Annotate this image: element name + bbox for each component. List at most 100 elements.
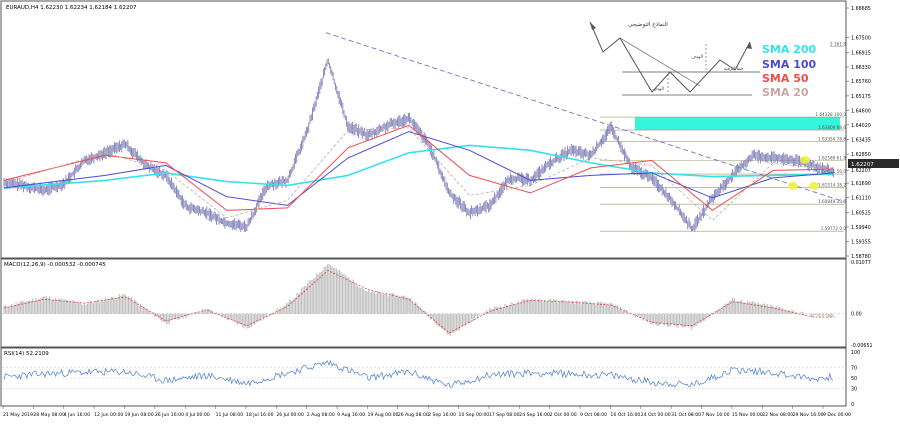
fib-label: 1.63809 88.6 — [818, 125, 846, 130]
time-tick-label: 4 Jul 00:00 — [185, 412, 210, 418]
time-tick-label: 19 Aug 00:00 — [367, 412, 398, 418]
price-tick-label: 1.62207 — [851, 168, 871, 174]
neckline-label: خط الرقبة — [724, 67, 744, 72]
macd-tick-label: 0.00 — [851, 312, 862, 318]
highlight-dot — [788, 181, 798, 190]
time-tick-label: 9 Oct 08:00 — [580, 412, 607, 418]
time-tick-label: 2 Oct 00:00 — [550, 412, 577, 418]
macd-tick-label: -0.00651 — [851, 343, 873, 349]
time-tick-label: 26 Aug 08:00 — [398, 412, 429, 418]
time-tick-label: 12 Jun 00:00 — [94, 412, 123, 418]
highlight-dot — [809, 181, 819, 190]
highlight-markers — [788, 155, 819, 190]
legend-sma50: SMA 50 — [762, 72, 809, 85]
legend-sma200: SMA 200 — [762, 43, 817, 56]
macd-signal-line — [3, 270, 834, 334]
sma-lines — [3, 124, 834, 221]
highlight-dot — [800, 155, 810, 164]
price-tick-label: 1.61690 — [851, 181, 871, 187]
target-label-1: الهدف — [691, 55, 703, 60]
time-axis: 21 May 2019 28 May 08:004 Jun 16:00 12 Jun… — [2, 406, 851, 418]
rsi-series — [2, 359, 845, 389]
macd-tick-label: 0.01077 — [851, 260, 871, 266]
pattern-arrow-start — [590, 22, 596, 30]
trendline[interactable] — [325, 32, 845, 203]
price-tick-label: 1.66915 — [851, 50, 871, 56]
macd-series — [2, 264, 845, 337]
price-tick-label: 1.60525 — [851, 210, 871, 216]
time-tick-label: 15 Nov 00:00 — [732, 412, 763, 418]
macd-histogram — [3, 264, 834, 337]
legend-sma20: SMA 20 — [762, 86, 809, 99]
rsi-tick-label: 100 — [851, 350, 860, 356]
rsi-axis: 100 70 50 30 0 — [851, 350, 860, 408]
fib-label: 1.62589 61.8 — [818, 156, 846, 161]
pattern-diagonal — [619, 37, 701, 87]
fib-label: 1.67142 161.8 — [815, 42, 846, 47]
time-tick-label: 2 Aug 08:00 — [307, 412, 335, 418]
price-tick-label: 1.63435 — [851, 137, 871, 143]
price-panel-frame — [0, 0, 847, 259]
time-tick-label: 24 Sep 16:00 — [519, 412, 550, 418]
fib-label: 1.64328 100.0 — [815, 112, 846, 117]
price-tick-label: 1.58780 — [851, 254, 871, 260]
price-tick-label: 1.65175 — [851, 94, 871, 100]
price-tick-label: 1.65760 — [851, 79, 871, 85]
pattern-arrow-end — [746, 42, 752, 49]
sma200-line — [3, 144, 834, 189]
rsi-label: RSI(14) 52.2109 — [4, 351, 49, 357]
sma100-line — [3, 131, 834, 206]
price-tick-label: 1.67500 — [851, 36, 871, 42]
rsi-tick-label: 30 — [851, 386, 857, 392]
time-tick-label: 9 Aug 16:00 — [337, 412, 365, 418]
time-tick-label: 18 Jul 16:00 — [246, 412, 274, 418]
descending-trendline[interactable] — [325, 32, 845, 203]
pattern-legend: النماذج التوضيحي الهدف خط الرقبة الهدف S… — [584, 16, 830, 100]
price-tick-label: 1.68685 — [851, 6, 871, 12]
time-tick-label: 29 Nov 16:00 — [793, 412, 824, 418]
rsi-tick-label: 0 — [851, 402, 854, 408]
time-tick-label: 24 Oct 00:00 — [641, 412, 671, 418]
macd-label: MACD(12,26,9) -0.000532 -0.000745 — [4, 262, 106, 268]
time-tick-label: 26 Jun 16:00 — [155, 412, 184, 418]
price-tick-label: 1.59940 — [851, 225, 871, 231]
price-tick-label: 1.59355 — [851, 240, 871, 246]
fib-label: 1.61514 38.2 — [818, 183, 846, 188]
current-price-label: 1.62207 — [851, 162, 874, 168]
price-tick-label: 1.61110 — [851, 196, 871, 202]
legend-title: النماذج التوضيحي — [628, 22, 668, 28]
sma20-line — [3, 127, 834, 221]
fib-label: 1.60849 23.6 — [818, 199, 846, 204]
time-tick-label: 28 May 08:00 — [33, 412, 65, 418]
price-tick-label: 1.64020 — [851, 123, 871, 129]
rsi-tick-label: 50 — [851, 376, 857, 382]
macd-axis: 0.01077 0.00 -0.00651 — [851, 260, 873, 349]
rsi-line — [3, 359, 834, 388]
supply-zone — [635, 117, 840, 131]
time-tick-label: 2 Sep 16:00 — [428, 412, 456, 418]
price-tick-label: 1.66330 — [851, 65, 871, 71]
price-tick-label: 1.64600 — [851, 108, 871, 114]
time-tick-label: 26 Jul 00:00 — [276, 412, 304, 418]
time-tick-label: 31 Oct 08:00 — [671, 412, 701, 418]
legend-sma100: SMA 100 — [762, 58, 817, 71]
sma50-line — [3, 124, 834, 212]
time-tick-label: 7 Nov 16:00 — [702, 412, 730, 418]
price-tick-label: 1.62850 — [851, 152, 871, 158]
time-tick-label: 19 Jun 08:00 — [124, 412, 153, 418]
fib-label: 1.59772 0.0 — [821, 226, 847, 231]
rsi-panel-frame — [0, 347, 847, 407]
time-tick-label: 22 Nov 08:00 — [762, 412, 793, 418]
rsi-tick-label: 70 — [851, 366, 857, 372]
price-axis: 1.68685 1.67500 1.66915 1.66330 1.65760 1.651… — [846, 6, 871, 260]
time-tick-label: 21 May 2019 — [3, 412, 33, 418]
fib-label: 1.63354 78.6 — [818, 136, 846, 141]
symbol-line: EURAUD,H4 1.62230 1.62234 1.62184 1.6220… — [6, 5, 137, 11]
current-price-badge — [848, 159, 899, 168]
time-tick-label: 11 Jul 08:00 — [216, 412, 244, 418]
time-tick-label: 10 Sep 00:00 — [459, 412, 490, 418]
time-tick-label: 17 Sep 08:00 — [489, 412, 520, 418]
time-tick-label: 4 Jun 16:00 — [64, 412, 90, 418]
